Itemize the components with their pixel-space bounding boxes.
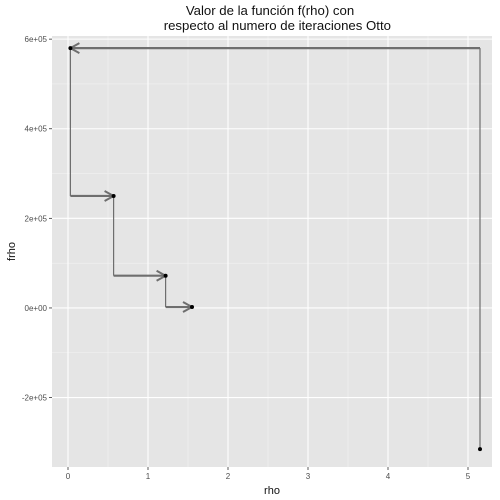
y-tick-label: 2e+05: [25, 214, 48, 223]
y-tick-label: 6e+05: [25, 35, 48, 44]
y-tick-label: 0e+00: [25, 304, 48, 313]
x-tick-label: 3: [306, 472, 311, 481]
chart-title: Valor de la función f(rho) con respecto …: [163, 3, 391, 33]
x-tick-label: 5: [466, 472, 471, 481]
x-tick-label: 4: [386, 472, 391, 481]
data-point: [190, 305, 194, 310]
iteration-path: [68, 42, 481, 450]
data-point: [478, 447, 482, 452]
plot-panel: [52, 36, 492, 467]
x-tick-label: 0: [66, 472, 71, 481]
data-point: [163, 273, 168, 278]
x-tick-label: 1: [146, 472, 151, 481]
data-point: [68, 46, 73, 51]
x-axis-title: rho: [264, 485, 280, 497]
grid: [52, 36, 492, 467]
x-tick-label: 2: [226, 472, 231, 481]
y-tick-label: -2e+05: [22, 394, 48, 403]
x-axis: 0 1 2 3 4 5: [66, 467, 471, 481]
y-tick-label: 4e+05: [25, 125, 48, 134]
data-points: [68, 46, 482, 452]
data-point: [111, 193, 116, 198]
y-axis: -2e+05 0e+00 2e+05 4e+05 6e+05: [22, 35, 52, 403]
y-axis-title: frho: [6, 242, 18, 261]
